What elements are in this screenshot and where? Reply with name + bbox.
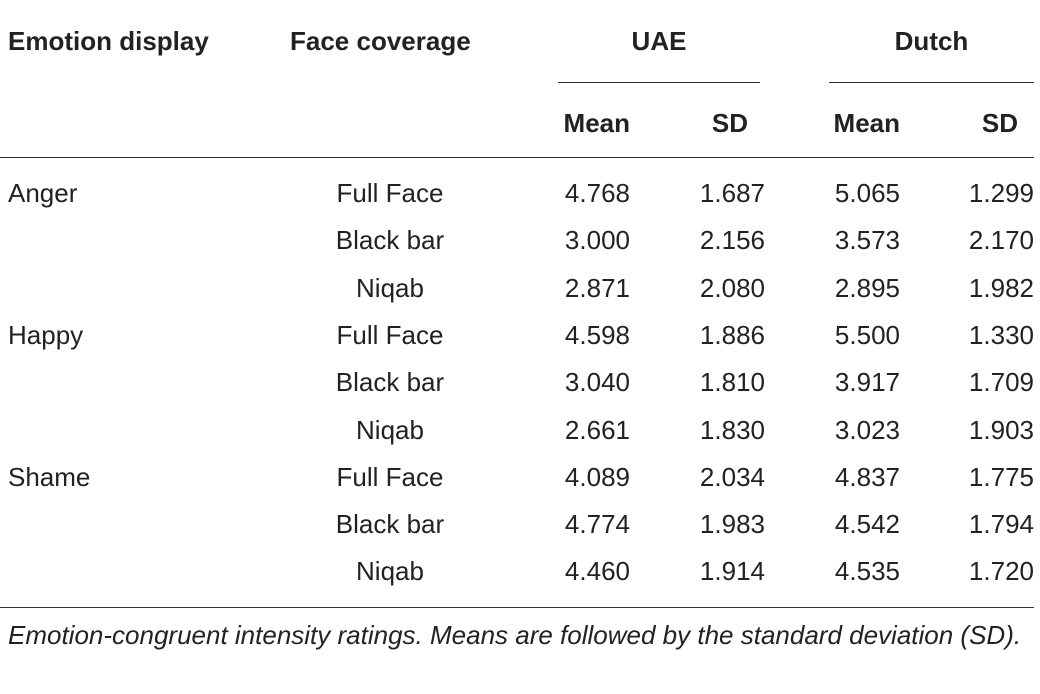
cell-dutch-mean: 4.542: [834, 509, 900, 539]
dutch-group-rule: [829, 82, 1034, 83]
cell-uae-mean: 2.661: [564, 415, 630, 445]
cell-dutch-sd: 1.982: [968, 273, 1034, 303]
cell-coverage: Full Face: [336, 178, 444, 208]
cell-coverage: Black bar: [335, 367, 445, 397]
cell-coverage: Black bar: [335, 225, 445, 255]
header-group-uae: UAE: [631, 26, 687, 56]
cell-dutch-mean: 5.065: [834, 178, 900, 208]
cell-uae-mean: 4.598: [564, 320, 630, 350]
cell-coverage: Black bar: [335, 509, 445, 539]
cell-uae-sd: 1.830: [699, 415, 765, 445]
cell-uae-mean: 4.460: [564, 556, 630, 586]
cell-uae-sd: 2.156: [699, 225, 765, 255]
cell-emotion: Anger: [8, 178, 78, 208]
cell-uae-sd: 1.914: [699, 556, 765, 586]
uae-group-rule: [558, 82, 760, 83]
header-dutch-sd: SD: [981, 108, 1018, 138]
cell-dutch-mean: 4.837: [834, 462, 900, 492]
cell-coverage: Full Face: [336, 462, 444, 492]
cell-emotion: Shame: [8, 462, 91, 492]
header-group-dutch: Dutch: [894, 26, 969, 56]
cell-dutch-mean: 4.535: [834, 556, 900, 586]
cell-emotion: Happy: [8, 320, 84, 350]
cell-dutch-sd: 1.299: [968, 178, 1034, 208]
header-face-coverage: Face coverage: [290, 26, 471, 56]
cell-dutch-sd: 1.775: [968, 462, 1034, 492]
cell-coverage: Full Face: [336, 320, 444, 350]
cell-uae-sd: 1.687: [699, 178, 765, 208]
table-bottom-rule: [0, 607, 1034, 608]
cell-dutch-mean: 5.500: [834, 320, 900, 350]
cell-dutch-sd: 1.330: [968, 320, 1034, 350]
cell-dutch-mean: 3.023: [834, 415, 900, 445]
cell-dutch-mean: 3.917: [834, 367, 900, 397]
cell-dutch-mean: 2.895: [834, 273, 900, 303]
cell-dutch-sd: 1.720: [968, 556, 1034, 586]
cell-uae-sd: 1.886: [699, 320, 765, 350]
header-uae-mean: Mean: [563, 108, 630, 138]
cell-uae-sd: 1.810: [699, 367, 765, 397]
cell-uae-mean: 4.774: [564, 509, 630, 539]
cell-uae-sd: 1.983: [699, 509, 765, 539]
cell-uae-mean: 4.089: [564, 462, 630, 492]
cell-uae-mean: 2.871: [564, 273, 630, 303]
cell-dutch-sd: 1.903: [968, 415, 1034, 445]
cell-uae-mean: 3.040: [564, 367, 630, 397]
cell-uae-sd: 2.080: [699, 273, 765, 303]
cell-dutch-mean: 3.573: [834, 225, 900, 255]
header-dutch-mean: Mean: [833, 108, 900, 138]
table-caption: Emotion-congruent intensity ratings. Mea…: [8, 620, 1022, 650]
cell-dutch-sd: 2.170: [968, 225, 1034, 255]
cell-dutch-sd: 1.794: [968, 509, 1034, 539]
cell-uae-sd: 2.034: [699, 462, 765, 492]
cell-coverage: Niqab: [356, 273, 424, 303]
cell-coverage: Niqab: [356, 415, 424, 445]
cell-coverage: Niqab: [356, 556, 424, 586]
cell-dutch-sd: 1.709: [968, 367, 1034, 397]
header-bottom-rule: [0, 157, 1034, 158]
header-uae-sd: SD: [711, 108, 748, 138]
cell-uae-mean: 3.000: [564, 225, 630, 255]
cell-uae-mean: 4.768: [564, 178, 630, 208]
header-emotion-display: Emotion display: [8, 26, 209, 56]
